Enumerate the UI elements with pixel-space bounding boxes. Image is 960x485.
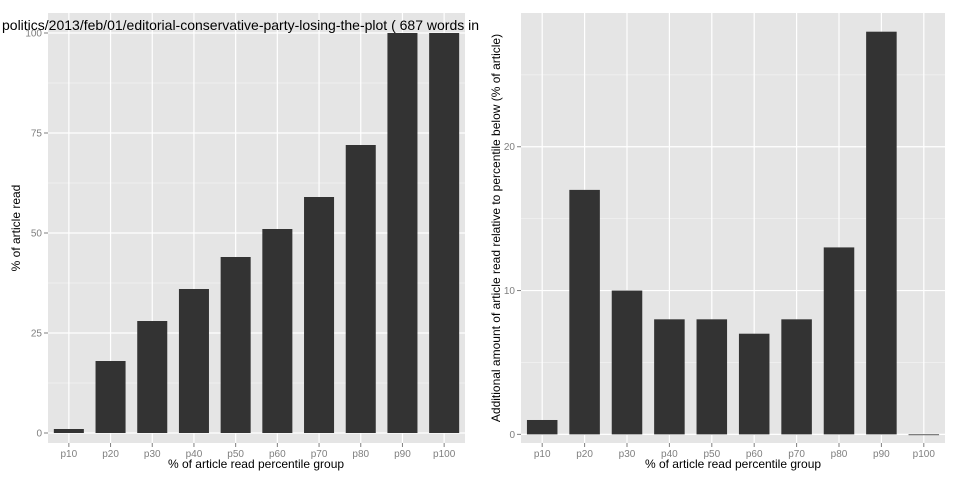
left-x-tick-label: p70: [311, 449, 328, 460]
right-x-tick-label: p80: [831, 449, 848, 460]
left-x-axis-label: % of article read percentile group: [168, 457, 344, 471]
left-x-tick-label: p20: [102, 449, 119, 460]
left-x-tick-label: p40: [186, 449, 203, 460]
left-bar-p50: [220, 257, 251, 433]
left-x-tick-label: p80: [352, 449, 369, 460]
right-bar-p20: [569, 189, 600, 435]
left-x-tick-label: p100: [433, 449, 456, 460]
right-y-tick-label: 20: [504, 142, 516, 153]
right-chart: 0 10 20 p10 p20 p30 p40 p50 p60 p70 p80 p90 p100 % of…: [489, 13, 945, 471]
right-bar-p30: [611, 290, 643, 435]
right-x-tick-label: p60: [746, 449, 763, 460]
right-y-axis-label: Additional amount of article read relati…: [489, 34, 503, 422]
right-x-tick-label: p40: [661, 449, 678, 460]
left-y-tick-label: 50: [31, 229, 43, 240]
left-bar-p60: [262, 229, 293, 433]
right-bar-p10: [526, 419, 558, 435]
left-y-tick-label: 100: [25, 29, 42, 40]
left-chart-title: politics/2013/feb/01/editorial-conservat…: [2, 17, 479, 33]
right-bar-p50: [696, 319, 728, 435]
left-x-tick-label: p50: [227, 449, 244, 460]
right-bar-p60: [738, 333, 770, 435]
left-y-tick-label: 25: [31, 329, 43, 340]
right-x-axis-label: % of article read percentile group: [645, 457, 821, 471]
left-bar-p40: [178, 289, 209, 433]
left-bar-p80: [345, 145, 376, 433]
left-bar-p70: [304, 197, 335, 433]
left-bar-p100: [429, 33, 460, 433]
right-x-tick-label: p90: [873, 449, 890, 460]
left-bar-p30: [137, 321, 168, 433]
right-bar-p90: [866, 31, 897, 435]
right-bar-p40: [654, 319, 685, 435]
left-bar-p20: [95, 361, 126, 433]
left-y-axis-label: % of article read: [9, 185, 23, 272]
right-x-tick-label: p100: [913, 449, 936, 460]
right-y-tick-label: 0: [509, 430, 515, 441]
right-x-tick-label: p10: [534, 449, 551, 460]
left-x-tick-label: p10: [61, 449, 78, 460]
left-x-tick-label: p60: [269, 449, 286, 460]
right-x-tick-label: p20: [576, 449, 593, 460]
right-bar-p80: [823, 247, 855, 435]
right-bar-p100: [908, 434, 940, 436]
left-y-tick-label: 75: [31, 129, 43, 140]
left-bar-p10: [53, 429, 84, 433]
left-x-tick-label: p30: [144, 449, 161, 460]
left-y-tick-label: 0: [36, 429, 42, 440]
left-bar-p90: [387, 33, 418, 433]
right-bar-p70: [781, 319, 812, 435]
right-x-tick-label: p30: [619, 449, 636, 460]
left-x-tick-label: p90: [394, 449, 411, 460]
right-x-tick-label: p50: [703, 449, 720, 460]
right-x-tick-label: p70: [788, 449, 805, 460]
left-chart: 0 25 50 75 100 p10 p20 p30 p40 p50 p60 p70 p80 p90 p10…: [2, 13, 479, 471]
right-y-tick-label: 10: [504, 286, 516, 297]
